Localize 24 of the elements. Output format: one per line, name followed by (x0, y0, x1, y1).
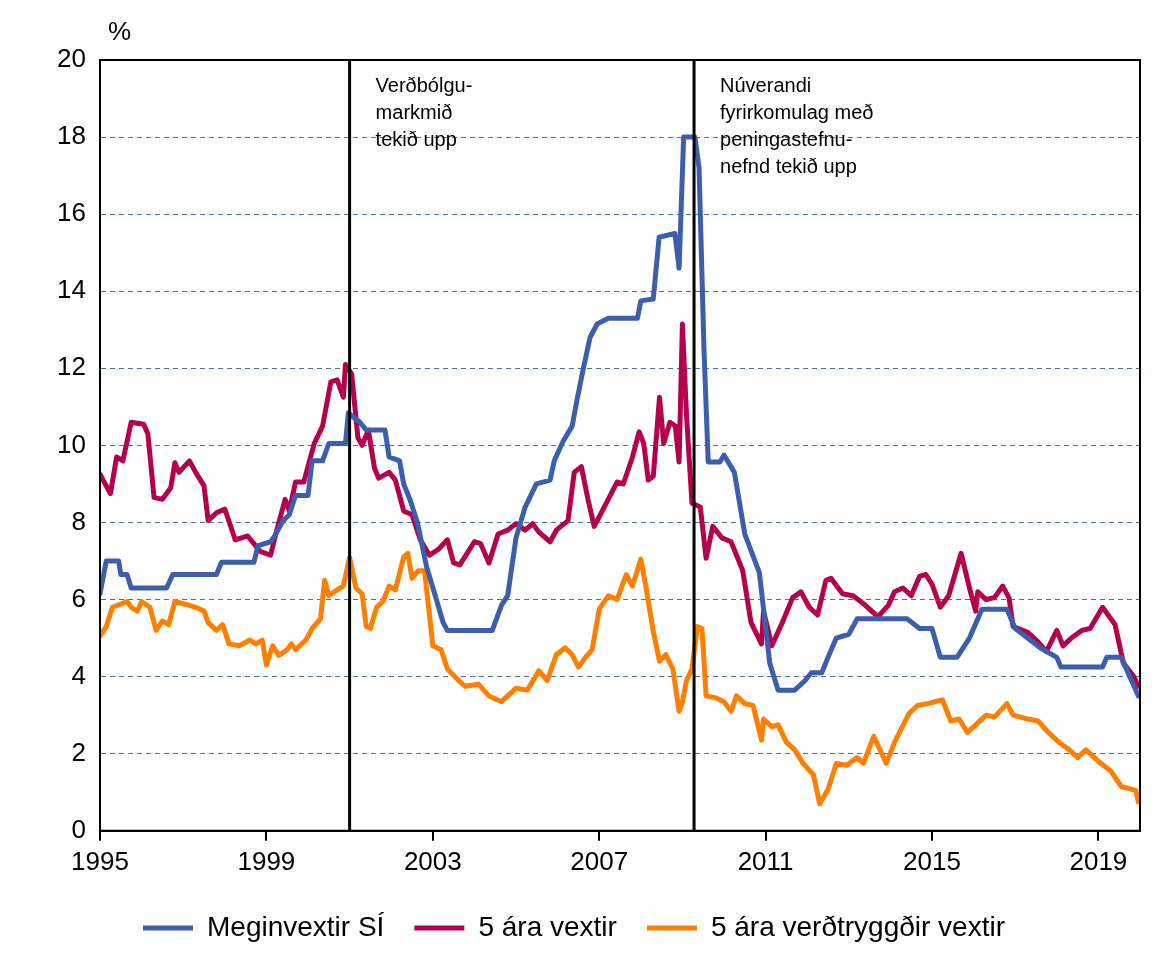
y-tick-label: 20 (57, 43, 86, 74)
y-tick-label: 12 (57, 351, 86, 382)
y-tick-label: 6 (71, 582, 86, 613)
y-tick-label: 16 (57, 197, 86, 228)
x-tick-label: 2019 (1069, 845, 1128, 876)
y-tick-label: 8 (71, 505, 86, 536)
x-tick-label: 2011 (737, 845, 794, 876)
y-tick-label: 0 (71, 813, 86, 844)
x-tick-label: 2003 (403, 845, 462, 876)
legend-label: 5 ára vextir (478, 910, 617, 942)
y-tick-label: 18 (57, 120, 86, 151)
y-axis-title: % (108, 16, 132, 47)
y-tick-label: 4 (71, 659, 86, 690)
ref-line-label: Núverandi fyrirkomulag með peningastefnu- nefnd tekið upp (720, 73, 874, 177)
x-tick-label: 1999 (237, 845, 296, 876)
y-tick-label: 2 (71, 736, 86, 767)
y-tick-label: 10 (57, 428, 86, 459)
legend-label: Meginvextir SÍ (207, 910, 385, 942)
x-tick-label: 2015 (903, 845, 961, 876)
legend-label: 5 ára verðtryggðir vextir (710, 910, 1005, 942)
x-tick-label: 2007 (570, 845, 629, 876)
y-tick-label: 14 (57, 274, 86, 305)
ref-line-label: Verðbólgu- markmið tekið upp (375, 73, 473, 150)
x-tick-label: 1995 (71, 845, 129, 876)
